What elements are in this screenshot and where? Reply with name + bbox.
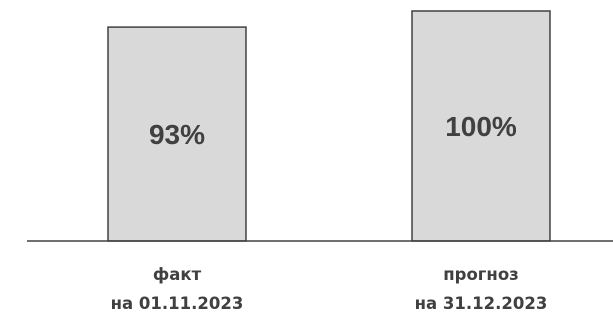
bar-value-label-1: 100% <box>445 111 517 142</box>
labels-layer: 93% факт на 01.11.2023 100% прогноз на 31.12.… <box>111 111 548 313</box>
bar-1 <box>411 10 551 242</box>
bars-layer <box>107 10 551 242</box>
category-label-0-line-1: на 01.11.2023 <box>111 294 244 313</box>
bar-0 <box>107 26 247 242</box>
category-label-1-line-1: на 31.12.2023 <box>415 294 548 313</box>
bar-value-label-0: 93% <box>149 119 205 150</box>
category-label-0-line-0: факт <box>153 265 202 284</box>
category-label-1-line-0: прогноз <box>443 265 519 284</box>
